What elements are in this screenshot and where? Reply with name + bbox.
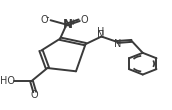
Text: N: N [97,30,104,40]
Text: HO: HO [0,76,15,86]
Text: O: O [31,90,39,100]
Text: H: H [97,27,104,37]
Text: O: O [80,15,88,25]
Text: N: N [114,39,121,49]
Text: -: - [46,13,49,23]
Text: N: N [63,18,73,31]
Text: O: O [41,15,48,25]
Text: +: + [69,18,76,27]
